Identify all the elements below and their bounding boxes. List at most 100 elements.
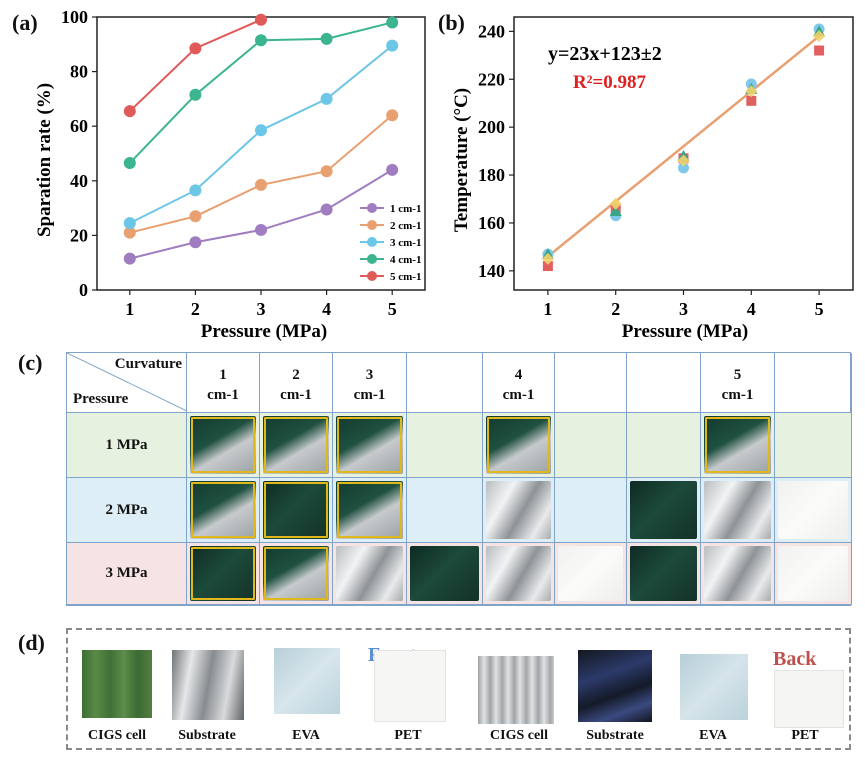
b-equation: y=23x+123±2	[548, 43, 662, 65]
a-xtick-label: 3	[257, 299, 266, 319]
temperature-chart: 1 2 3 4 5 140 160 180 200 220 240 y=23x+123±2 R²=0…	[451, 16, 854, 342]
table-cell	[627, 543, 701, 605]
b-xtick-label: 3	[679, 299, 688, 319]
b-point-square	[542, 261, 553, 272]
back-eva-sample	[680, 654, 748, 720]
b-xtick-label: 5	[815, 299, 824, 319]
sample-photo	[263, 481, 329, 539]
back-substrate-sample	[578, 650, 652, 722]
a-data-point	[320, 92, 333, 105]
column-header-number: 5	[733, 367, 742, 383]
back-label-cigs: CIGS cell	[490, 728, 548, 743]
table-cell	[187, 478, 260, 543]
a-legend-label: 5 cm-1	[390, 271, 421, 283]
column-header-unit: cm-1	[280, 387, 312, 403]
table-cell	[333, 413, 407, 478]
a-legend-marker	[367, 271, 377, 281]
sample-photo	[190, 546, 256, 601]
front-eva-sample	[274, 648, 340, 714]
a-data-point	[255, 124, 267, 137]
back-label-substrate: Substrate	[586, 728, 644, 743]
a-xtick-label: 1	[125, 299, 134, 319]
a-legend-marker	[367, 254, 377, 264]
column-header: 2 cm-1	[260, 353, 333, 413]
sample-photo	[778, 546, 848, 601]
a-legend-label: 2 cm-1	[390, 220, 421, 232]
a-xtick-label: 2	[191, 299, 200, 319]
a-data-point	[255, 223, 267, 236]
a-xtick-label: 4	[322, 299, 331, 319]
sample-photo	[704, 481, 771, 539]
b-xtick-label: 4	[747, 299, 756, 319]
a-data-point	[123, 157, 136, 170]
a-data-point	[189, 210, 202, 223]
table-cell	[483, 413, 555, 478]
table-cell	[407, 478, 483, 543]
sample-photo	[486, 546, 551, 601]
sample-photo	[630, 481, 697, 539]
separation-rate-chart: 1 2 3 4 5 0 20 40 60 80 100 1 cm-1 2 cm-1 3 cm-1 4 cm…	[34, 7, 426, 342]
b-point-diamond	[677, 154, 690, 167]
a-legend-marker	[367, 203, 377, 213]
a-xtick-label: 5	[388, 299, 397, 319]
column-header-number: 3	[365, 367, 374, 383]
table-cell	[775, 543, 852, 605]
table-cell	[627, 478, 701, 543]
row-label: 1 MPa	[67, 413, 187, 478]
panel-label-b: (b)	[438, 10, 465, 35]
a-legend-label: 3 cm-1	[390, 237, 421, 249]
b-r2: R²=0.987	[573, 72, 646, 93]
table-cell	[483, 543, 555, 605]
row-label: 2 MPa	[67, 478, 187, 543]
front-substrate-sample	[172, 650, 244, 720]
back-cigs-sample	[478, 656, 554, 724]
front-label-pet: PET	[394, 728, 422, 743]
sample-photo	[558, 546, 623, 601]
column-header-unit: cm-1	[502, 387, 535, 403]
a-data-point	[386, 163, 399, 176]
b-point-circle	[678, 162, 689, 174]
column-header-unit: cm-1	[207, 387, 239, 403]
corner-pressure: Pressure	[73, 391, 129, 407]
column-header: 5 cm-1	[701, 353, 775, 413]
a-xlabel: Pressure (MPa)	[201, 321, 327, 342]
b-point-diamond	[541, 252, 554, 265]
b-ytick-label: 180	[478, 165, 505, 185]
b-point-square	[814, 45, 825, 56]
row-label: 3 MPa	[67, 543, 187, 605]
panel-label-d: (d)	[18, 630, 45, 655]
column-header	[627, 353, 701, 413]
sample-photo	[630, 546, 697, 601]
table-corner: Curvature Pressure	[67, 353, 187, 413]
column-header	[555, 353, 627, 413]
a-data-point	[320, 165, 333, 178]
sample-photo	[263, 546, 329, 601]
b-point-diamond	[745, 85, 758, 98]
a-data-point	[386, 16, 399, 29]
a-ytick-label: 40	[70, 171, 88, 191]
front-label-cigs: CIGS cell	[88, 728, 146, 743]
table-cell	[187, 413, 260, 478]
a-data-point	[123, 105, 136, 118]
back-pet-sample	[774, 670, 844, 728]
back-label-pet: PET	[791, 728, 819, 743]
a-data-point	[189, 184, 202, 197]
b-ytick-label: 140	[478, 261, 505, 281]
a-data-point	[189, 42, 202, 55]
sample-photo	[486, 481, 551, 539]
a-data-point	[123, 217, 136, 230]
panel-label-a: (a)	[12, 10, 38, 35]
sample-photo	[704, 416, 771, 474]
sample-photo	[778, 481, 848, 539]
table-cell	[333, 543, 407, 605]
column-header: 1 cm-1	[187, 353, 260, 413]
b-ylabel: Temperature (°C)	[451, 88, 472, 232]
a-data-point	[320, 203, 333, 216]
back-label: Back	[773, 648, 817, 670]
table-cell	[775, 413, 852, 478]
b-point-diamond	[609, 197, 622, 210]
b-point-square	[746, 95, 757, 106]
sample-photo	[263, 416, 329, 474]
b-ytick-label: 220	[478, 69, 505, 89]
a-ylabel: Sparation rate (%)	[34, 83, 55, 237]
